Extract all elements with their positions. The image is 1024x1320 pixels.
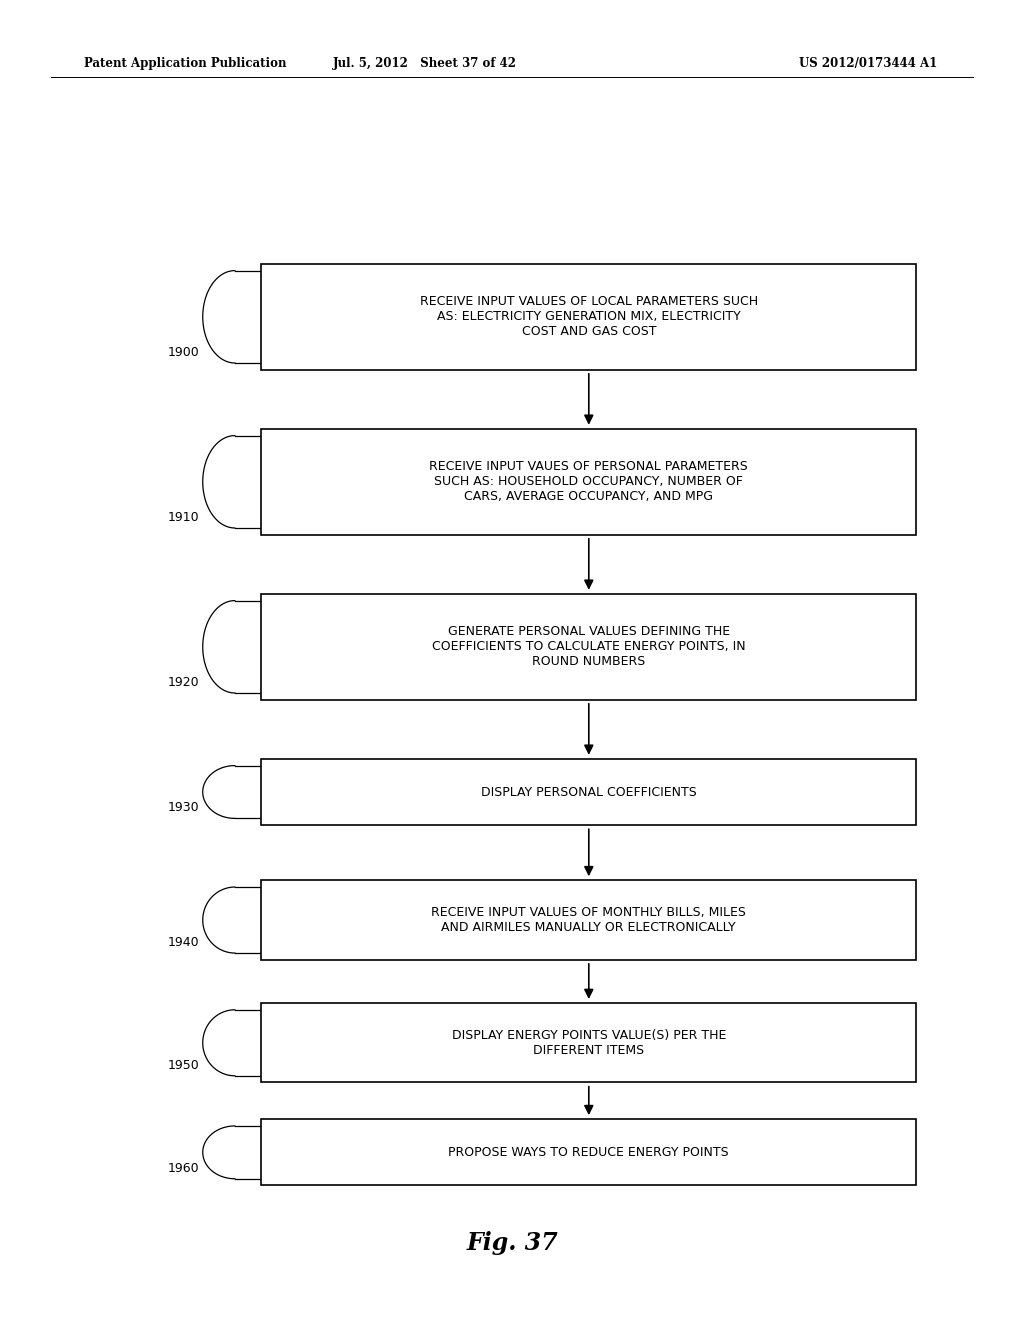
Text: RECEIVE INPUT VALUES OF LOCAL PARAMETERS SUCH
AS: ELECTRICITY GENERATION MIX, EL: RECEIVE INPUT VALUES OF LOCAL PARAMETERS… xyxy=(420,296,758,338)
Bar xyxy=(261,759,916,825)
Text: Patent Application Publication: Patent Application Publication xyxy=(84,57,287,70)
Text: DISPLAY PERSONAL COEFFICIENTS: DISPLAY PERSONAL COEFFICIENTS xyxy=(481,785,696,799)
Text: RECEIVE INPUT VALUES OF MONTHLY BILLS, MILES
AND AIRMILES MANUALLY OR ELECTRONIC: RECEIVE INPUT VALUES OF MONTHLY BILLS, M… xyxy=(431,906,746,935)
Text: GENERATE PERSONAL VALUES DEFINING THE
COEFFICIENTS TO CALCULATE ENERGY POINTS, I: GENERATE PERSONAL VALUES DEFINING THE CO… xyxy=(432,626,745,668)
Text: US 2012/0173444 A1: US 2012/0173444 A1 xyxy=(799,57,937,70)
Text: 1950: 1950 xyxy=(168,1059,200,1072)
Bar xyxy=(261,1003,916,1082)
Text: 1960: 1960 xyxy=(168,1162,200,1175)
Text: PROPOSE WAYS TO REDUCE ENERGY POINTS: PROPOSE WAYS TO REDUCE ENERGY POINTS xyxy=(449,1146,729,1159)
Bar xyxy=(261,429,916,535)
Text: 1930: 1930 xyxy=(168,801,200,814)
Bar xyxy=(261,880,916,960)
Text: 1920: 1920 xyxy=(168,676,200,689)
Text: RECEIVE INPUT VAUES OF PERSONAL PARAMETERS
SUCH AS: HOUSEHOLD OCCUPANCY, NUMBER : RECEIVE INPUT VAUES OF PERSONAL PARAMETE… xyxy=(429,461,749,503)
Text: DISPLAY ENERGY POINTS VALUE(S) PER THE
DIFFERENT ITEMS: DISPLAY ENERGY POINTS VALUE(S) PER THE D… xyxy=(452,1028,726,1057)
Text: 1900: 1900 xyxy=(168,346,200,359)
Text: 1940: 1940 xyxy=(168,936,200,949)
Text: Fig. 37: Fig. 37 xyxy=(466,1232,558,1255)
Text: 1910: 1910 xyxy=(168,511,200,524)
Bar xyxy=(261,594,916,700)
Bar xyxy=(261,1119,916,1185)
Bar xyxy=(261,264,916,370)
Text: Jul. 5, 2012   Sheet 37 of 42: Jul. 5, 2012 Sheet 37 of 42 xyxy=(333,57,517,70)
